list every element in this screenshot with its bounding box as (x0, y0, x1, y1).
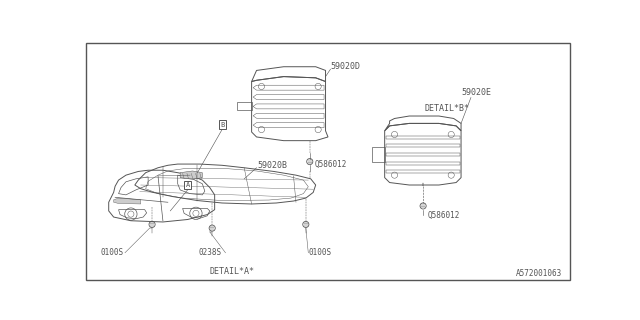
Text: 0100S: 0100S (100, 248, 124, 257)
Text: A: A (186, 182, 189, 188)
Text: 59020E: 59020E (461, 88, 491, 97)
Text: Q586012: Q586012 (315, 160, 347, 169)
Polygon shape (180, 171, 202, 179)
Text: A572001063: A572001063 (516, 269, 562, 278)
Text: 0238S: 0238S (199, 248, 222, 257)
Text: DETAIL*B*: DETAIL*B* (424, 104, 469, 113)
Text: 59020B: 59020B (257, 161, 287, 170)
Text: Q586012: Q586012 (428, 211, 460, 220)
Text: 59020D: 59020D (330, 62, 360, 71)
Polygon shape (114, 198, 141, 204)
Text: B: B (220, 122, 224, 128)
Text: 0100S: 0100S (308, 248, 332, 257)
Text: DETAIL*A*: DETAIL*A* (209, 267, 255, 276)
